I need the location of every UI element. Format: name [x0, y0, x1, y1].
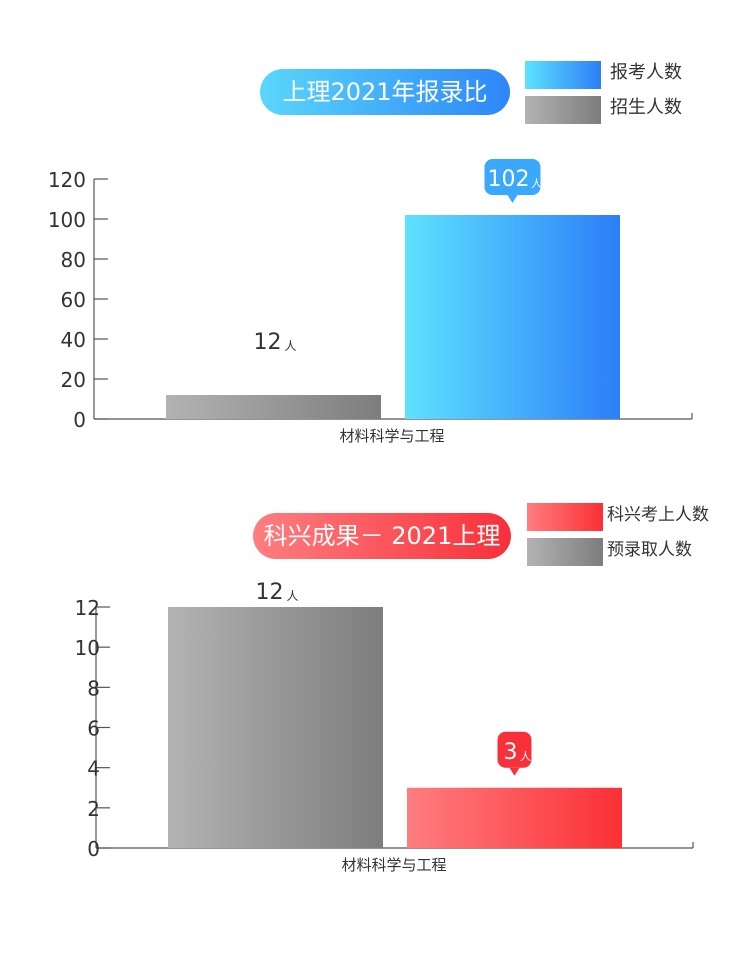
y-tick-label: 8 — [87, 676, 100, 700]
value-callout-pointer — [507, 195, 518, 203]
legend-label-pre-admitted: 预录取人数 — [607, 540, 692, 560]
bar-0 — [168, 607, 383, 848]
bar-value-unit: 人 — [520, 750, 531, 763]
bar-1 — [407, 787, 622, 848]
bar-value-unit: 人 — [531, 177, 542, 190]
y-tick-label: 6 — [87, 717, 100, 741]
x-category-label: 材料科学与工程 — [339, 427, 444, 445]
y-tick-label: 40 — [61, 328, 86, 352]
value-callout-pointer — [509, 767, 520, 776]
x-category-label: 材料科学与工程 — [341, 856, 446, 874]
legend-swatch-pre-admitted — [527, 538, 603, 566]
bar-1 — [405, 215, 620, 419]
legend-label-admitted: 招生人数 — [610, 97, 682, 118]
legend-swatch-applicants — [525, 61, 601, 89]
bar-value-label: 12 — [254, 330, 282, 355]
y-tick-label: 120 — [48, 168, 86, 192]
bar-value-label: 102 — [488, 167, 530, 192]
y-tick-label: 4 — [87, 757, 100, 781]
legend-label-applicants: 报考人数 — [610, 62, 682, 83]
bar-value-unit: 人 — [287, 589, 299, 603]
legend-label-kexing-passed: 科兴考上人数 — [607, 505, 709, 525]
chart-title-pill: 科兴成果－ 2021上理 — [253, 513, 511, 559]
y-tick-label: 60 — [61, 288, 86, 312]
bar-value-label: 3 — [504, 740, 518, 765]
value-callout-bubble — [484, 159, 541, 195]
bar-value-unit: 人 — [285, 339, 297, 353]
value-callout-bubble — [497, 731, 532, 768]
y-tick-label: 2 — [87, 797, 100, 821]
chart-title-pill: 上理2021年报录比 — [260, 69, 510, 115]
bar-value-label: 12 — [256, 580, 284, 605]
chart-section-1: 上理2021年报录比 报考人数 招生人数 0 20 40 60 80 100 120 材料科学… — [0, 0, 750, 470]
y-tick-label: 10 — [75, 636, 100, 660]
y-tick-label: 20 — [61, 368, 86, 392]
y-tick-label: 0 — [73, 408, 86, 432]
legend-swatch-kexing-passed — [527, 503, 603, 531]
bar-0 — [166, 395, 381, 419]
y-tick-label: 100 — [48, 208, 86, 232]
y-tick-label: 0 — [87, 837, 100, 861]
y-tick-label: 80 — [61, 248, 86, 272]
y-tick-label: 12 — [75, 596, 100, 620]
legend-swatch-admitted — [525, 96, 601, 124]
